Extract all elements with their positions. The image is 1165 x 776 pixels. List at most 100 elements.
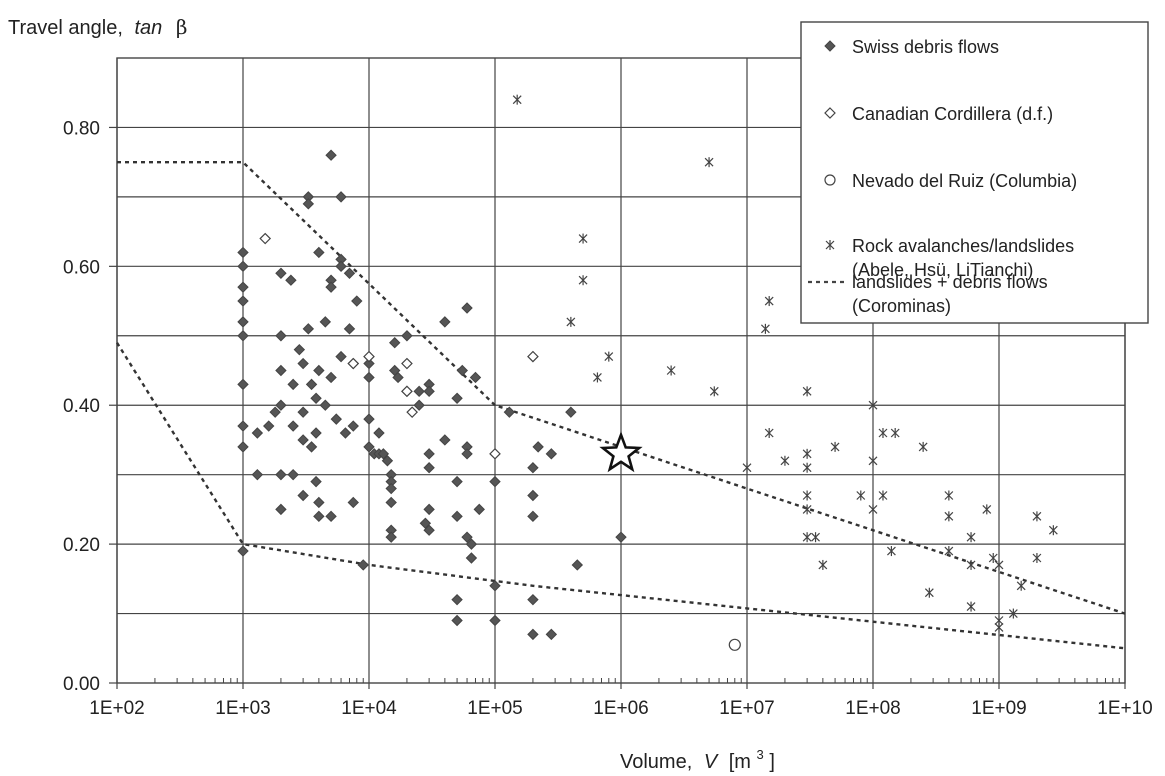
swiss-debris-flow-point [451, 510, 463, 523]
rock-avalanche-point [742, 462, 752, 473]
rock-avalanche-point [982, 504, 992, 515]
x-axis-title-unit-close: ] [769, 751, 775, 773]
legend-box [800, 21, 1149, 324]
swiss-debris-flow-point [451, 392, 463, 404]
rock-avalanche-point [994, 559, 1004, 570]
swiss-debris-flow-point [275, 468, 287, 481]
rock-avalanche-point [966, 532, 976, 543]
x-tick-label: 1E+02 [89, 698, 144, 719]
rock-avalanche-point [830, 441, 840, 452]
swiss-debris-flow-point [251, 468, 264, 481]
rock-avalanche-point [764, 428, 774, 438]
swiss-debris-flow-point [423, 524, 435, 536]
rock-avalanche-point [604, 351, 614, 362]
rock-avalanche-point [878, 428, 888, 438]
canadian-cordillera-point [527, 350, 539, 363]
legend-open-diamond-icon [824, 107, 836, 119]
rock-avalanche-point [811, 532, 820, 543]
rock-avalanche-point [802, 504, 812, 515]
rock-avalanche-point [764, 296, 774, 307]
corominas-dashed-line [115, 342, 1126, 650]
swiss-debris-flow-point [413, 385, 425, 398]
swiss-debris-flow-point [335, 260, 347, 273]
swiss-debris-flow-point [461, 302, 473, 314]
swiss-debris-flow-point [401, 330, 413, 342]
swiss-debris-flow-point [325, 510, 337, 523]
swiss-debris-flow-point [532, 441, 544, 453]
x-tick-label: 1E+10 [1097, 698, 1152, 719]
swiss-debris-flow-point [423, 503, 435, 516]
swiss-debris-flow-point [335, 191, 347, 203]
swiss-debris-flow-point [545, 628, 558, 641]
swiss-debris-flow-point [469, 371, 482, 384]
swiss-debris-flow-point [571, 559, 584, 571]
rock-avalanche-point [924, 587, 934, 598]
swiss-debris-flow-point [423, 462, 435, 474]
swiss-debris-flow-point [347, 420, 359, 432]
rock-avalanche-point [886, 546, 896, 557]
x-tick-label: 1E+08 [845, 698, 900, 719]
swiss-debris-flow-point [237, 378, 249, 391]
rock-avalanche-point [1032, 553, 1042, 563]
swiss-debris-flow-point [251, 427, 264, 439]
legend-label-corominas: landslides + debris flows [852, 272, 1048, 292]
x-axis-title: Volume, V [m 3 ] [620, 742, 775, 773]
swiss-debris-flow-point [423, 385, 435, 398]
rock-avalanche-point [868, 400, 878, 411]
x-tick-label: 1E+07 [719, 698, 774, 719]
swiss-debris-flow-point [310, 427, 322, 439]
swiss-debris-flow-point [377, 448, 390, 460]
rock-avalanche-point [944, 490, 954, 501]
legend-label-rock-line2: (Abele, Hsü, LiTianchi) [852, 260, 1033, 280]
swiss-debris-flow-point [325, 281, 337, 293]
rock-avalanche-point [666, 365, 676, 376]
x-tick-label: 1E+05 [467, 698, 522, 719]
points-layer [237, 94, 1058, 651]
rock-avalanche-point [760, 323, 770, 334]
swiss-debris-flow-point [237, 316, 249, 328]
rock-avalanche-point [966, 559, 976, 570]
swiss-debris-flow-point [527, 628, 539, 641]
rock-avalanche-point [918, 441, 928, 452]
swiss-debris-flow-point [392, 371, 404, 384]
legend: Swiss debris flows Canadian Cordillera (… [800, 21, 1149, 324]
canadian-cordillera-point [259, 232, 272, 245]
y-tick-label: 0.80 [63, 118, 100, 139]
rock-avalanche-point [802, 490, 812, 501]
swiss-debris-flow-point [357, 559, 369, 571]
swiss-debris-flow-point [419, 517, 432, 529]
x-tick-label: 1E+04 [341, 698, 397, 719]
rock-avalanche-point [578, 233, 588, 244]
swiss-debris-flow-point [269, 406, 281, 418]
swiss-debris-flow-point [237, 281, 249, 293]
swiss-debris-flow-point [285, 274, 297, 286]
swiss-debris-flow-point [439, 316, 451, 328]
swiss-debris-flow-point [263, 420, 275, 432]
swiss-debris-flow-point [297, 406, 309, 418]
y-tick-label: 0.00 [63, 674, 100, 695]
rock-avalanche-point [868, 504, 878, 515]
y-tick-label: 0.60 [63, 257, 100, 278]
rock-avalanche-point [856, 490, 866, 501]
rock-avalanche-point [868, 455, 878, 466]
canadian-cordillera-point [489, 447, 501, 460]
swiss-debris-flow-point [413, 399, 425, 411]
swiss-debris-flow-point [237, 260, 249, 273]
swiss-debris-flow-point [330, 413, 342, 425]
rock-avalanche-point [802, 448, 812, 459]
swiss-debris-flow-point [287, 420, 299, 432]
x-tick-label: 1E+09 [971, 698, 1026, 719]
rock-avalanche-point [780, 455, 790, 466]
x-axis-title-var: V [704, 751, 719, 773]
nevado-del-ruiz-point [728, 638, 741, 651]
swiss-debris-flow-point [343, 323, 356, 335]
swiss-debris-flow-point [313, 364, 325, 377]
swiss-debris-flow-point [325, 149, 337, 161]
swiss-debris-flow-point [451, 614, 463, 627]
swiss-debris-flow-point [319, 316, 332, 328]
swiss-debris-flow-point [363, 357, 375, 370]
swiss-debris-flow-point [287, 378, 299, 391]
swiss-debris-flow-point [545, 448, 558, 460]
y-axis-title: Travel angle, tan β [8, 15, 187, 39]
legend-label-rock: Rock avalanches/landslides [852, 236, 1074, 256]
